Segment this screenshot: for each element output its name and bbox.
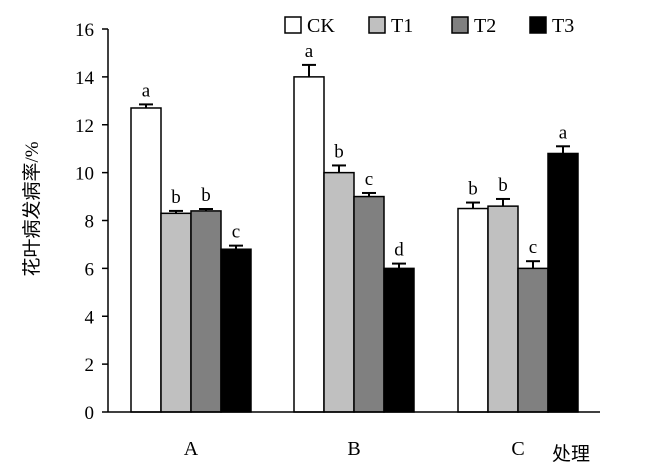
error-bar-c-t1 (496, 197, 510, 207)
y-tick-label: 16 (75, 20, 94, 41)
bar-b-ck (293, 76, 325, 413)
error-bar-b-t1 (332, 164, 346, 173)
y-axis: 0 2 4 6 8 10 12 14 16 (75, 20, 109, 424)
bar-a-ck (130, 107, 162, 413)
error-bars (139, 63, 570, 269)
legend-item-t3: T3 (529, 15, 574, 37)
legend-item-t2: T2 (451, 15, 496, 37)
legend-label: CK (307, 15, 335, 37)
error-bar-b-ck (302, 63, 316, 77)
legend-label: T2 (474, 15, 496, 37)
y-tick-label: 6 (85, 259, 95, 280)
significance-label-a-ck: a (142, 80, 151, 101)
bar-c-t2 (517, 267, 549, 413)
y-tick-label: 4 (85, 307, 95, 328)
significance-label-b-ck: a (305, 41, 314, 62)
category-label-b: B (347, 438, 360, 460)
error-bar-a-t2 (199, 208, 213, 211)
significance-label-a-t3: c (232, 222, 240, 243)
legend-item-ck: CK (284, 15, 335, 37)
category-label-c: C (511, 438, 524, 460)
significance-label-c-ck: b (468, 179, 478, 200)
y-tick-label: 14 (75, 68, 95, 89)
significance-label-c-t3: a (559, 122, 568, 143)
error-bar-b-t2 (362, 191, 376, 197)
y-tick-label: 12 (75, 116, 94, 137)
legend-swatch (451, 16, 469, 34)
legend: CK T1 T2 T3 (284, 15, 574, 37)
bar-b-t3 (383, 267, 415, 413)
bar-c-t1 (487, 205, 519, 413)
bar-a-t3 (220, 248, 252, 413)
bar-a-t1 (160, 212, 192, 413)
legend-swatch (284, 16, 302, 34)
significance-label-b-t3: d (394, 240, 404, 261)
error-bar-a-t1 (169, 209, 183, 214)
legend-swatch (368, 16, 386, 34)
significance-label-c-t2: c (529, 237, 537, 258)
significance-label-b-t1: b (334, 141, 344, 162)
bar-a-t2 (190, 210, 222, 413)
significance-label-a-t2: b (201, 185, 211, 206)
bar-b-t2 (353, 195, 385, 413)
legend-swatch (529, 16, 547, 34)
bars (130, 76, 579, 413)
error-bar-c-t3 (556, 145, 570, 154)
y-tick-label: 2 (85, 355, 95, 376)
bar-b-t1 (323, 171, 355, 413)
category-label-a: A (184, 438, 199, 460)
bar-c-t3 (547, 152, 579, 413)
bar-c-ck (457, 207, 489, 413)
error-bar-c-ck (466, 201, 480, 209)
legend-label: T1 (391, 15, 413, 37)
y-tick-label: 0 (85, 403, 95, 424)
error-bar-a-t3 (229, 244, 243, 250)
error-bar-c-t2 (526, 260, 540, 269)
error-bar-b-t3 (392, 262, 406, 269)
significance-label-c-t1: b (498, 175, 508, 196)
x-axis: A B C (108, 411, 600, 460)
error-bar-a-ck (139, 103, 153, 108)
y-axis-title: 花叶病发病率/% (21, 141, 43, 276)
significance-label-b-t2: c (365, 169, 373, 190)
y-tick-label: 8 (85, 212, 95, 233)
legend-item-t1: T1 (368, 15, 413, 37)
y-tick-label: 10 (75, 164, 94, 185)
legend-label: T3 (552, 15, 574, 37)
significance-label-a-t1: b (171, 187, 181, 208)
x-axis-title: 处理 (552, 443, 590, 465)
